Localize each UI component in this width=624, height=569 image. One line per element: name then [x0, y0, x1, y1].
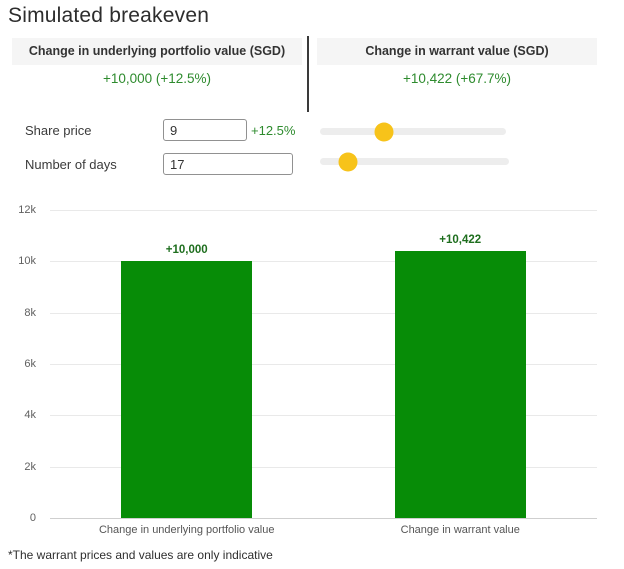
- page-title: Simulated breakeven: [8, 4, 210, 27]
- share-price-label: Share price: [25, 123, 92, 138]
- share-price-input[interactable]: [163, 119, 247, 141]
- gridline: [50, 415, 597, 417]
- footnote: *The warrant prices and values are only …: [8, 548, 273, 562]
- share-price-slider[interactable]: [320, 122, 506, 141]
- bar-slot: +10,422: [324, 210, 598, 518]
- x-axis: Change in underlying portfolio value Chan…: [50, 524, 597, 536]
- bar-slot: +10,000: [50, 210, 324, 518]
- y-axis: 0 2k 4k 6k 8k 10k 12k: [0, 204, 42, 524]
- x-category-label: Change in underlying portfolio value: [98, 524, 275, 536]
- y-tick-label: 8k: [24, 306, 36, 319]
- warrant-value: +10,422 (+67.7%): [402, 71, 512, 86]
- slider-track[interactable]: [320, 158, 509, 165]
- gridline: [50, 312, 597, 314]
- y-tick-label: 6k: [24, 358, 36, 370]
- y-tick-label: 12k: [18, 204, 36, 216]
- number-of-days-label: Number of days: [25, 157, 117, 172]
- bar: [121, 261, 253, 518]
- x-category-label: Change in warrant value: [400, 524, 520, 536]
- slider-track[interactable]: [320, 128, 506, 135]
- summary-divider: [307, 36, 309, 112]
- bar-value-label: +10,000: [165, 244, 208, 257]
- warrant-value-header: Change in warrant value (SGD): [317, 38, 597, 65]
- number-of-days-slider[interactable]: [320, 152, 509, 171]
- underlying-portfolio-header: Change in underlying portfolio value (SG…: [12, 38, 302, 65]
- x-axis-line: [50, 518, 597, 519]
- y-tick-label: 2k: [24, 460, 36, 473]
- gridline: [50, 261, 597, 263]
- y-tick-label: 0: [29, 512, 36, 524]
- number-of-days-input[interactable]: [163, 153, 293, 175]
- bar-value-label: +10,422: [439, 233, 482, 246]
- slider-handle[interactable]: [338, 152, 358, 171]
- underlying-portfolio-value: +10,000 (+12.5%): [102, 71, 212, 86]
- y-tick-label: 4k: [24, 409, 36, 422]
- gridline: [50, 364, 597, 365]
- chart-plot: +10,000 +10,422: [50, 210, 598, 519]
- y-tick-label: 10k: [18, 255, 36, 268]
- slider-handle[interactable]: [374, 122, 394, 141]
- gridline: [50, 466, 597, 468]
- gridline: [50, 210, 597, 211]
- bar: [394, 250, 526, 518]
- share-price-change-pct: +12.5%: [251, 123, 296, 138]
